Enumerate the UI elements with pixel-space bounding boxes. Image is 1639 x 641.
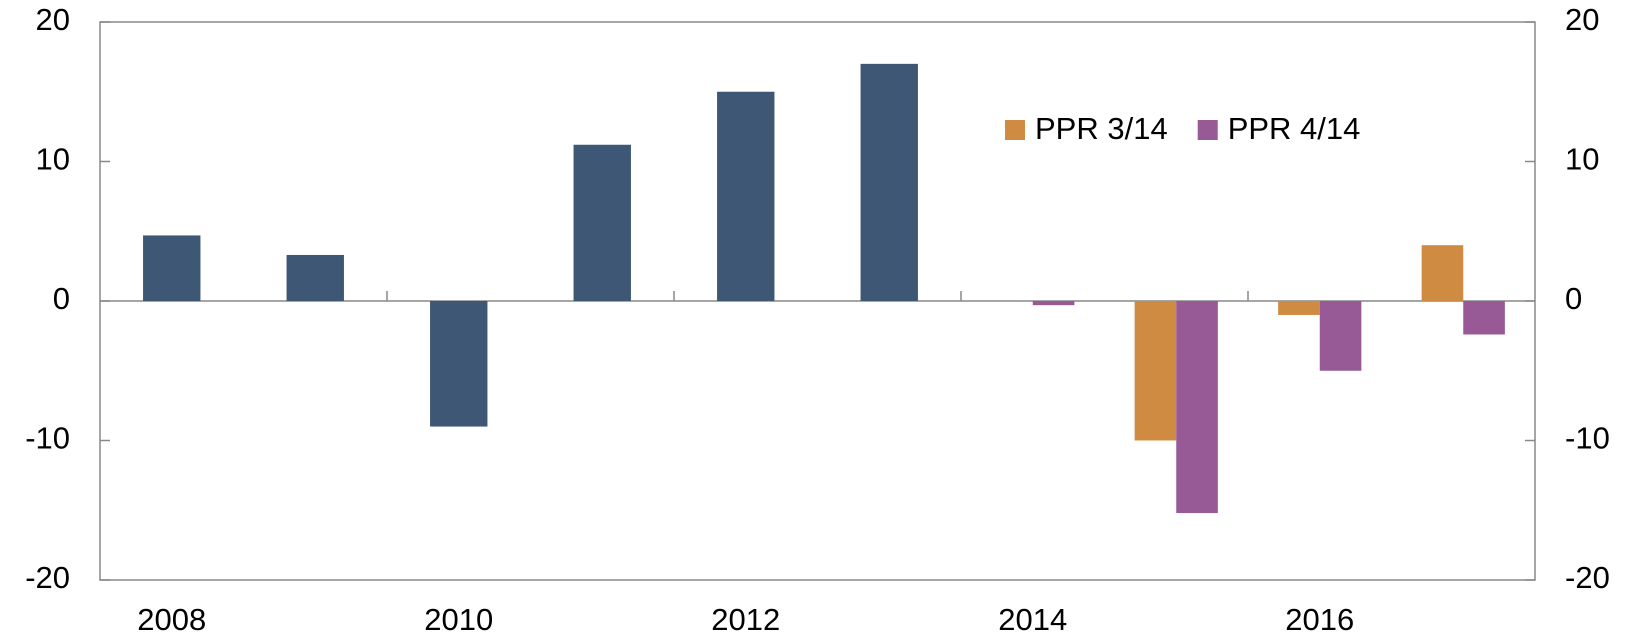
bar: [1319, 301, 1362, 371]
legend-label: PPR 4/14: [1228, 111, 1361, 146]
y-tick-label: -20: [25, 560, 70, 595]
x-tick-label: 2016: [1285, 602, 1354, 637]
y-tick-label: 20: [36, 2, 70, 37]
y2-tick-label: 20: [1565, 2, 1599, 37]
bar: [1032, 301, 1075, 306]
y2-tick-label: -20: [1565, 560, 1610, 595]
y-tick-label: 0: [53, 281, 70, 316]
y-tick-label: -10: [25, 421, 70, 456]
bar: [573, 144, 631, 301]
bar: [1176, 301, 1218, 514]
y2-tick-label: 10: [1565, 142, 1599, 177]
x-tick-label: 2014: [998, 602, 1067, 637]
bar: [1421, 245, 1464, 301]
x-tick-label: 2012: [711, 602, 780, 637]
bar: [286, 254, 344, 301]
legend-label: PPR 3/14: [1035, 111, 1168, 146]
bar: [860, 63, 918, 301]
legend-swatch: [1197, 120, 1218, 140]
y-tick-label: 10: [36, 142, 70, 177]
x-tick-label: 2008: [137, 602, 206, 637]
bar: [430, 301, 488, 427]
y2-tick-label: 0: [1565, 281, 1582, 316]
y2-tick-label: -10: [1565, 421, 1610, 456]
bar: [143, 235, 201, 301]
bar: [1134, 301, 1177, 441]
bar: [717, 91, 775, 301]
legend-swatch: [1005, 120, 1025, 140]
bar: [1463, 301, 1505, 335]
x-tick-label: 2010: [424, 602, 493, 637]
bar: [1278, 301, 1320, 315]
